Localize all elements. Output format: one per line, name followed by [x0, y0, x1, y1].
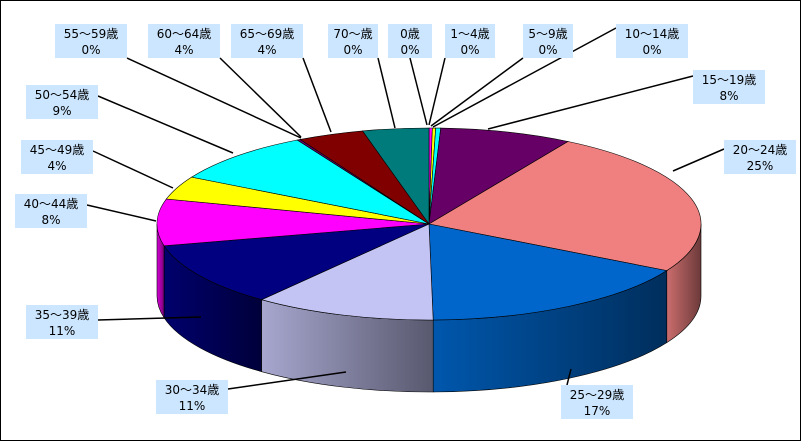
label-slice-9: 40～44歳 8% [15, 194, 87, 228]
pie-top-slice-6 [428, 223, 668, 321]
label-box [328, 24, 378, 58]
slice-category-label: 35～39歳 [35, 308, 90, 322]
leader-slice-5 [672, 148, 725, 172]
label-box [724, 140, 796, 174]
label-box [561, 385, 633, 419]
slice-category-label: 50～54歳 [35, 88, 90, 102]
label-box [26, 305, 98, 339]
slice-category-label: 0歳 [400, 27, 420, 41]
leader-slice-9 [86, 204, 157, 222]
slice-percent-label: 9% [52, 104, 71, 118]
label-box [148, 24, 220, 58]
pie-top-slice-11 [190, 139, 430, 225]
label-box [616, 24, 688, 58]
slice-category-label: 15～19歳 [702, 73, 757, 87]
pie-top-slice-7 [260, 223, 434, 321]
label-slice-10: 45～49歳 4% [21, 140, 93, 174]
label-slice-14: 65～69歳 4% [231, 24, 303, 58]
slice-percent-label: 17% [584, 404, 611, 418]
slice-percent-label: 8% [719, 89, 738, 103]
label-box [15, 194, 87, 228]
slice-percent-label: 0% [460, 43, 479, 57]
pie-top-slice-14 [362, 127, 430, 225]
label-slice-11: 50～54歳 9% [26, 85, 98, 119]
slice-percent-label: 0% [343, 43, 362, 57]
leader-slice-1 [428, 57, 446, 126]
leader-slice-3 [432, 27, 617, 128]
slice-category-label: 60～64歳 [157, 27, 212, 41]
slice-percent-label: 4% [174, 43, 193, 57]
label-slice-0: 0歳0% [388, 24, 432, 58]
label-slice-3: 10～14歳 0% [616, 24, 688, 58]
leader-slice-15 [377, 57, 396, 129]
leader-slice-10 [92, 150, 174, 189]
slice-category-label: 30～34歳 [165, 383, 220, 397]
leader-slice-11 [97, 95, 234, 154]
slice-category-label: 5～9歳 [528, 27, 567, 41]
slice-percent-label: 11% [179, 399, 206, 413]
label-box [156, 380, 228, 414]
label-box [445, 24, 495, 58]
leader-slice-2 [430, 57, 524, 127]
label-box [693, 70, 765, 104]
slice-category-label: 10～14歳 [625, 27, 680, 41]
label-slice-2: 5～9歳 0% [523, 24, 573, 58]
slice-labels: 0歳0%1～4歳0%5～9歳0%10～14歳0%15～19歳8%20～24歳25… [15, 24, 796, 419]
leader-slice-12 [126, 57, 302, 139]
slice-category-label: 55～59歳 [64, 27, 119, 41]
leader-slice-6 [566, 368, 572, 386]
leader-slice-7 [227, 371, 347, 390]
slice-category-label: 40～44歳 [24, 197, 79, 211]
slice-percent-label: 8% [41, 213, 60, 227]
label-box [21, 140, 93, 174]
leader-slice-14 [302, 57, 332, 133]
label-slice-1: 1～4歳 0% [445, 24, 495, 58]
label-box [523, 24, 573, 58]
label-box [26, 85, 98, 119]
slice-percent-label: 0% [538, 43, 557, 57]
label-box [231, 24, 303, 58]
label-slice-6: 25～29歳 17% [561, 385, 633, 419]
leader-slice-8 [97, 316, 202, 321]
slice-category-label: 65～69歳 [240, 27, 295, 41]
leader-slice-13 [219, 57, 302, 138]
label-slice-13: 60～64歳 4% [148, 24, 220, 58]
label-slice-8: 35～39歳 11% [26, 305, 98, 339]
slice-category-label: 20～24歳 [733, 143, 788, 157]
slice-percent-label: 0% [642, 43, 661, 57]
pie-top-faces [156, 127, 702, 321]
leader-slice-0 [409, 57, 428, 126]
label-box [388, 24, 432, 58]
slice-percent-label: 25% [747, 159, 774, 173]
leader-lines [86, 27, 725, 390]
slice-percent-label: 0% [81, 43, 100, 57]
label-box [55, 24, 127, 58]
label-slice-4: 15～19歳 8% [693, 70, 765, 104]
pie-top-slice-4 [428, 127, 569, 225]
slice-percent-label: 11% [49, 324, 76, 338]
slice-percent-label: 4% [47, 159, 66, 173]
leader-slice-4 [487, 75, 694, 130]
pie-top-slice-5 [428, 141, 702, 271]
slice-category-label: 45～49歳 [30, 143, 85, 157]
slice-category-label: 1～4歳 [450, 27, 489, 41]
slice-percent-label: 4% [257, 43, 276, 57]
label-slice-7: 30～34歳 11% [156, 380, 228, 414]
label-slice-12: 55～59歳 0% [55, 24, 127, 58]
slice-category-label: 70～歳 [333, 27, 372, 41]
slice-category-label: 25～29歳 [570, 388, 625, 402]
label-slice-5: 20～24歳 25% [724, 140, 796, 174]
label-slice-15: 70～歳 0% [328, 24, 378, 58]
pie-side-walls [156, 223, 702, 393]
slice-percent-label: 0% [400, 43, 419, 57]
pie-top-slice-8 [163, 223, 430, 300]
pie-top-slice-9 [156, 198, 430, 247]
